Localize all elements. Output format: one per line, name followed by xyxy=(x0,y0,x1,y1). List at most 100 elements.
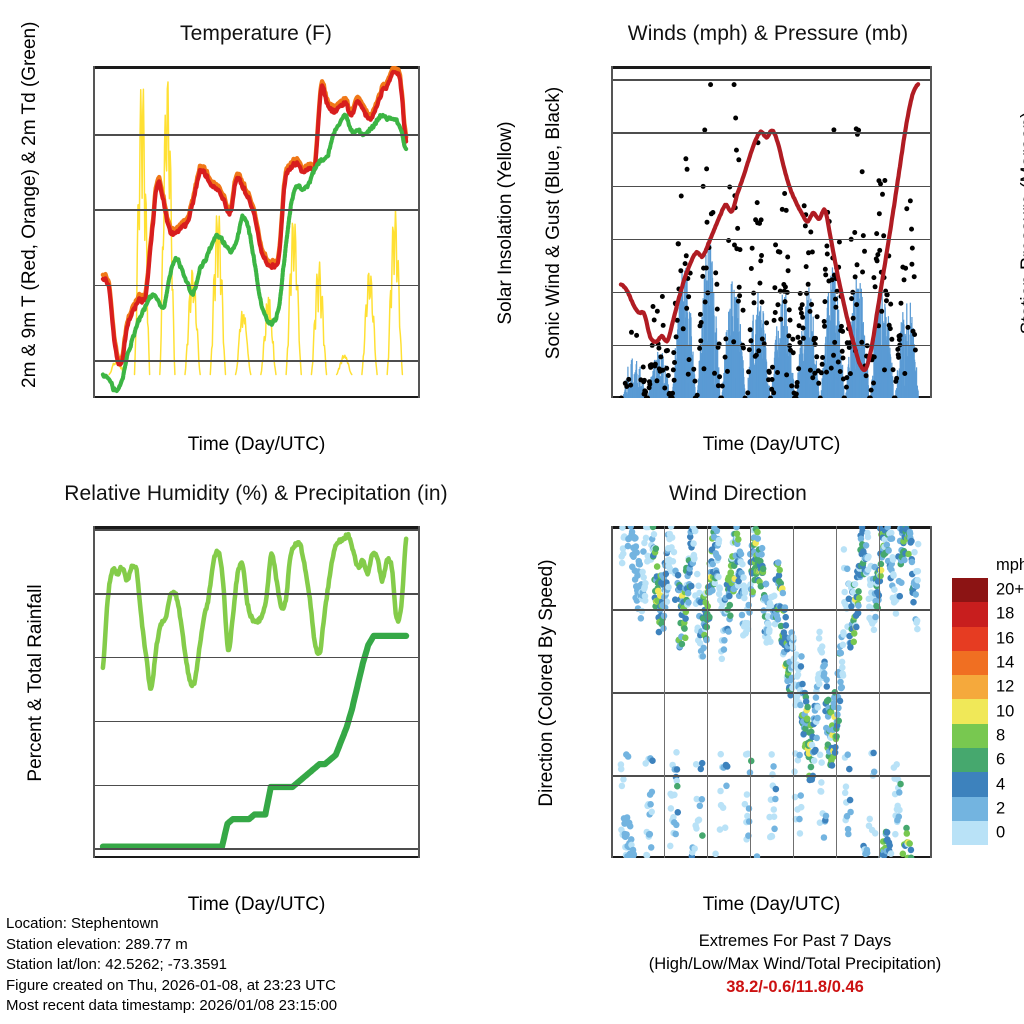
plot-top-border xyxy=(95,66,418,69)
y-tick-mark xyxy=(611,774,613,776)
y-right-tick-mark xyxy=(930,260,932,262)
meta-location: Location: Stephentown xyxy=(6,915,159,932)
y-right-minor-tick xyxy=(930,120,932,122)
grid-line xyxy=(95,593,418,595)
colorbar-tick-label: 6 xyxy=(996,750,1006,769)
y-right-minor-tick xyxy=(418,594,420,596)
colorbar-tick-label: 14 xyxy=(996,653,1015,672)
y-tick-mark xyxy=(611,691,613,693)
y-minor-tick xyxy=(611,318,613,320)
colorbar-segment xyxy=(952,796,988,821)
grid-line xyxy=(613,692,930,694)
plot-top-border xyxy=(95,526,418,529)
grid-line xyxy=(613,238,930,241)
y-tick-mark xyxy=(93,592,95,594)
temperature-y-axis-label: 2m & 9m T (Red, Orange) & 2m Td (Green) xyxy=(19,21,40,388)
winds-x-axis-label: Time (Day/UTC) xyxy=(702,434,841,455)
y-right-tick-mark xyxy=(418,239,420,241)
grid-line xyxy=(95,360,418,362)
y-minor-tick xyxy=(93,560,95,562)
meta-elevation: Station elevation: 289.77 m xyxy=(6,935,188,953)
y-tick-mark xyxy=(93,133,95,135)
colorbar-tick-label: 0 xyxy=(996,823,1006,842)
y-right-minor-tick xyxy=(930,232,932,234)
y-tick-mark xyxy=(93,284,95,286)
panel-temperature: Temperature (F) 2m & 9m T (Red, Orange) … xyxy=(0,0,516,460)
y-right-minor-tick xyxy=(418,708,420,710)
colorbar-tick-label: 12 xyxy=(996,677,1015,696)
meta-latlon: Station lat/lon: 42.5262; -73.3591 xyxy=(6,956,228,973)
grid-line xyxy=(613,79,930,81)
y-tick-mark xyxy=(93,359,95,361)
plot-top-border xyxy=(613,526,930,529)
extremes-subtitle: (High/Low/Max Wind/Total Precipitation) xyxy=(648,955,942,973)
grid-line xyxy=(613,291,930,294)
colorbar-tick-label: 10 xyxy=(996,702,1015,721)
y-right-tick-mark xyxy=(418,662,420,664)
plot-bottom-border xyxy=(95,855,418,858)
y-minor-tick xyxy=(93,624,95,626)
y-right-minor-tick xyxy=(930,176,932,178)
extremes-values: 38.2/-0.6/11.8/0.46 xyxy=(726,978,864,996)
grid-line-vertical xyxy=(793,526,795,858)
extremes-block: Extremes For Past 7 Days (High/Low/Max W… xyxy=(580,930,1010,999)
y-minor-tick xyxy=(611,211,613,213)
panel-winds-pressure: Winds (mph) & Pressure (mb) Sonic Wind &… xyxy=(512,0,1024,460)
station-pressure-y-axis-label: Station Pressure (Maroon) xyxy=(1018,111,1024,335)
colorbar-unit-label: mph xyxy=(996,556,1024,574)
y-right-tick-mark xyxy=(930,372,932,374)
y-tick-mark xyxy=(611,344,613,346)
y-right-tick-mark xyxy=(418,846,420,848)
grid-line-vertical xyxy=(836,526,838,858)
y-right-minor-tick xyxy=(930,288,932,290)
y-tick-mark xyxy=(611,185,613,187)
y-minor-tick xyxy=(93,171,95,173)
y-minor-tick xyxy=(93,752,95,754)
colorbar-tick-label: 20+ xyxy=(996,580,1024,599)
y-right-tick-mark xyxy=(418,105,420,107)
y-tick-mark xyxy=(93,784,95,786)
plot-bottom-border xyxy=(95,395,418,398)
y-tick-mark xyxy=(611,397,613,398)
plot-bottom-border xyxy=(613,855,930,858)
grid-line xyxy=(613,344,930,347)
panel-winds-title: Winds (mph) & Pressure (mb) xyxy=(627,22,909,45)
y-right-minor-tick xyxy=(418,340,420,342)
y-tick-mark xyxy=(93,720,95,722)
temperature-x-axis-label: Time (Day/UTC) xyxy=(187,434,326,455)
winds-series-svg xyxy=(618,82,921,398)
grid-line xyxy=(613,775,930,777)
grid-line xyxy=(95,720,418,723)
sonic-wind-y-axis-label: Sonic Wind & Gust (Blue, Black) xyxy=(543,86,564,360)
colorbar-tick-label: 8 xyxy=(996,726,1006,745)
y-tick-mark xyxy=(611,78,613,80)
y-tick-mark xyxy=(611,291,613,293)
panel-wind-direction-title: Wind Direction xyxy=(669,482,807,505)
y-tick-mark xyxy=(611,238,613,240)
y-tick-mark xyxy=(611,131,613,133)
y-right-tick-mark xyxy=(418,306,420,308)
y-tick-mark xyxy=(611,526,613,527)
y-tick-mark xyxy=(611,857,613,858)
grid-line xyxy=(95,848,418,851)
y-minor-tick xyxy=(93,246,95,248)
colorbar-segment xyxy=(952,820,988,846)
y-right-tick-mark xyxy=(418,374,420,376)
grid-line xyxy=(95,133,418,136)
y-right-tick-mark xyxy=(418,754,420,756)
y-minor-tick xyxy=(611,105,613,107)
grid-line-vertical xyxy=(750,526,752,858)
colorbar-segment xyxy=(952,578,988,603)
grid-line xyxy=(613,609,930,611)
y-right-minor-tick xyxy=(418,72,420,74)
panel-humidity-title: Relative Humidity (%) & Precipitation (i… xyxy=(64,482,448,505)
wind-direction-plot-area: NorthWestSouthEastNorth01/2302/2303/2304… xyxy=(611,526,932,858)
y-tick-mark xyxy=(93,528,95,530)
meta-created: Figure created on Thu, 2026-01-08, at 23… xyxy=(6,976,336,994)
y-right-minor-tick xyxy=(418,731,420,733)
colorbar-segment xyxy=(952,748,988,773)
colorbar-segment xyxy=(952,602,988,627)
y-tick-mark xyxy=(93,208,95,210)
y-right-tick-mark xyxy=(930,204,932,206)
colorbar-segment xyxy=(952,675,988,700)
